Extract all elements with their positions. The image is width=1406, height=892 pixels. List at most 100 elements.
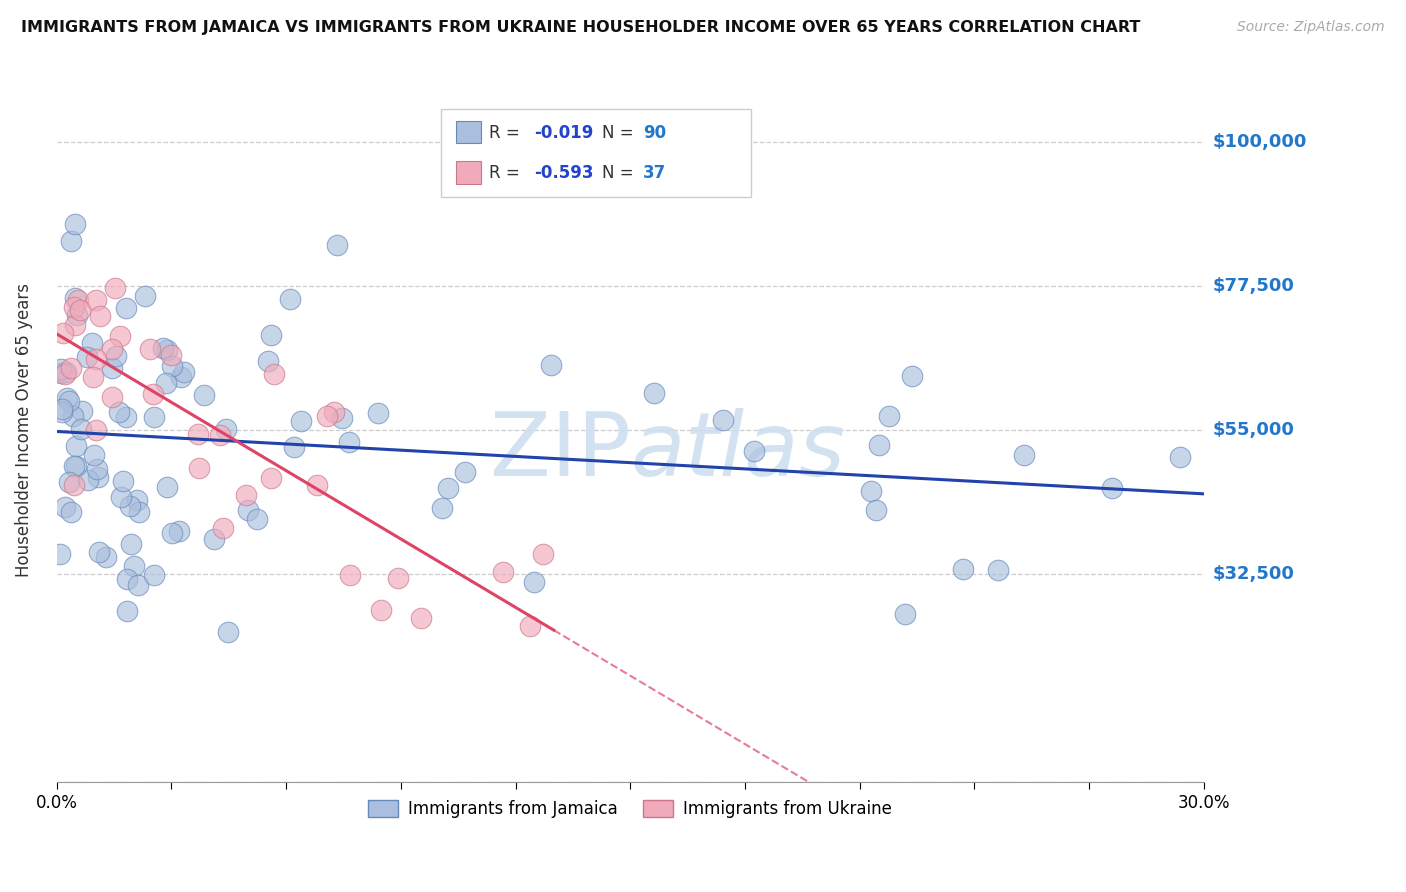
Text: $100,000: $100,000 <box>1212 133 1306 151</box>
Point <box>70 404 93 418</box>
Text: $55,000: $55,000 <box>1212 421 1294 439</box>
Point <box>202 532 225 546</box>
Point <box>49 547 72 561</box>
Point <box>58 393 80 408</box>
Point <box>877 409 900 423</box>
Point <box>87 544 110 558</box>
Point <box>84 293 107 307</box>
Text: atlas: atlas <box>630 408 845 494</box>
Point <box>260 327 283 342</box>
Point <box>326 238 349 252</box>
Point <box>51 405 73 419</box>
Point <box>82 370 104 384</box>
Point <box>83 448 105 462</box>
Point <box>519 618 541 632</box>
Point <box>70 422 93 436</box>
Text: R =: R = <box>489 164 526 183</box>
Point <box>987 563 1010 577</box>
Point <box>108 328 131 343</box>
Point <box>142 387 165 401</box>
Text: R =: R = <box>489 124 526 142</box>
Point <box>156 343 179 357</box>
Point <box>86 423 108 437</box>
Point <box>120 537 142 551</box>
Point <box>1170 450 1192 465</box>
Point <box>142 410 165 425</box>
Point <box>160 348 183 362</box>
Point <box>115 301 138 315</box>
FancyBboxPatch shape <box>456 120 481 143</box>
Point <box>53 500 76 514</box>
Point <box>257 353 280 368</box>
Point <box>101 390 124 404</box>
Point <box>127 493 149 508</box>
Text: IMMIGRANTS FROM JAMAICA VS IMMIGRANTS FROM UKRAINE HOUSEHOLDER INCOME OVER 65 YE: IMMIGRANTS FROM JAMAICA VS IMMIGRANTS FR… <box>21 20 1140 35</box>
Point <box>80 335 103 350</box>
Point <box>337 435 360 450</box>
Point <box>87 469 110 483</box>
Point <box>101 342 124 356</box>
Point <box>66 293 89 307</box>
Point <box>65 439 87 453</box>
Point <box>111 475 134 489</box>
Point <box>55 365 77 379</box>
Point <box>643 386 665 401</box>
Point <box>51 401 73 416</box>
Text: $32,500: $32,500 <box>1212 566 1294 583</box>
Point <box>69 303 91 318</box>
Text: N =: N = <box>602 164 638 183</box>
Point <box>523 574 546 589</box>
Point <box>62 300 84 314</box>
Point <box>865 503 887 517</box>
Point <box>115 572 138 586</box>
Point <box>155 376 177 391</box>
Point <box>263 367 285 381</box>
Point <box>432 501 454 516</box>
Point <box>323 405 346 419</box>
Point <box>142 568 165 582</box>
Point <box>367 406 389 420</box>
Point <box>436 482 458 496</box>
Point <box>86 462 108 476</box>
Point <box>742 444 765 458</box>
Point <box>260 471 283 485</box>
Text: 37: 37 <box>643 164 666 183</box>
Point <box>63 478 86 492</box>
Point <box>53 367 76 381</box>
Point <box>89 309 111 323</box>
Point <box>86 352 108 367</box>
Point <box>63 318 86 333</box>
Text: 90: 90 <box>643 124 666 142</box>
Point <box>59 505 82 519</box>
Point <box>134 289 156 303</box>
Point <box>66 308 89 322</box>
Point <box>901 369 924 384</box>
Point <box>60 361 83 376</box>
Legend: Immigrants from Jamaica, Immigrants from Ukraine: Immigrants from Jamaica, Immigrants from… <box>361 793 898 825</box>
Point <box>387 571 409 585</box>
Point <box>52 326 75 340</box>
Text: N =: N = <box>602 124 638 142</box>
Point <box>104 281 127 295</box>
Point <box>170 370 193 384</box>
Point <box>316 409 339 423</box>
Point <box>411 610 433 624</box>
Point <box>62 409 84 424</box>
Point <box>215 422 238 436</box>
FancyBboxPatch shape <box>456 161 481 184</box>
Point <box>58 475 80 490</box>
Point <box>217 624 239 639</box>
Point <box>236 503 259 517</box>
Point <box>59 234 82 248</box>
Point <box>187 461 209 475</box>
Point <box>160 526 183 541</box>
Point <box>952 562 974 576</box>
Text: -0.593: -0.593 <box>534 164 593 183</box>
Point <box>187 426 209 441</box>
Text: Source: ZipAtlas.com: Source: ZipAtlas.com <box>1237 20 1385 34</box>
Point <box>167 524 190 538</box>
Point <box>454 466 477 480</box>
FancyBboxPatch shape <box>441 109 751 197</box>
Point <box>152 341 174 355</box>
Point <box>711 413 734 427</box>
